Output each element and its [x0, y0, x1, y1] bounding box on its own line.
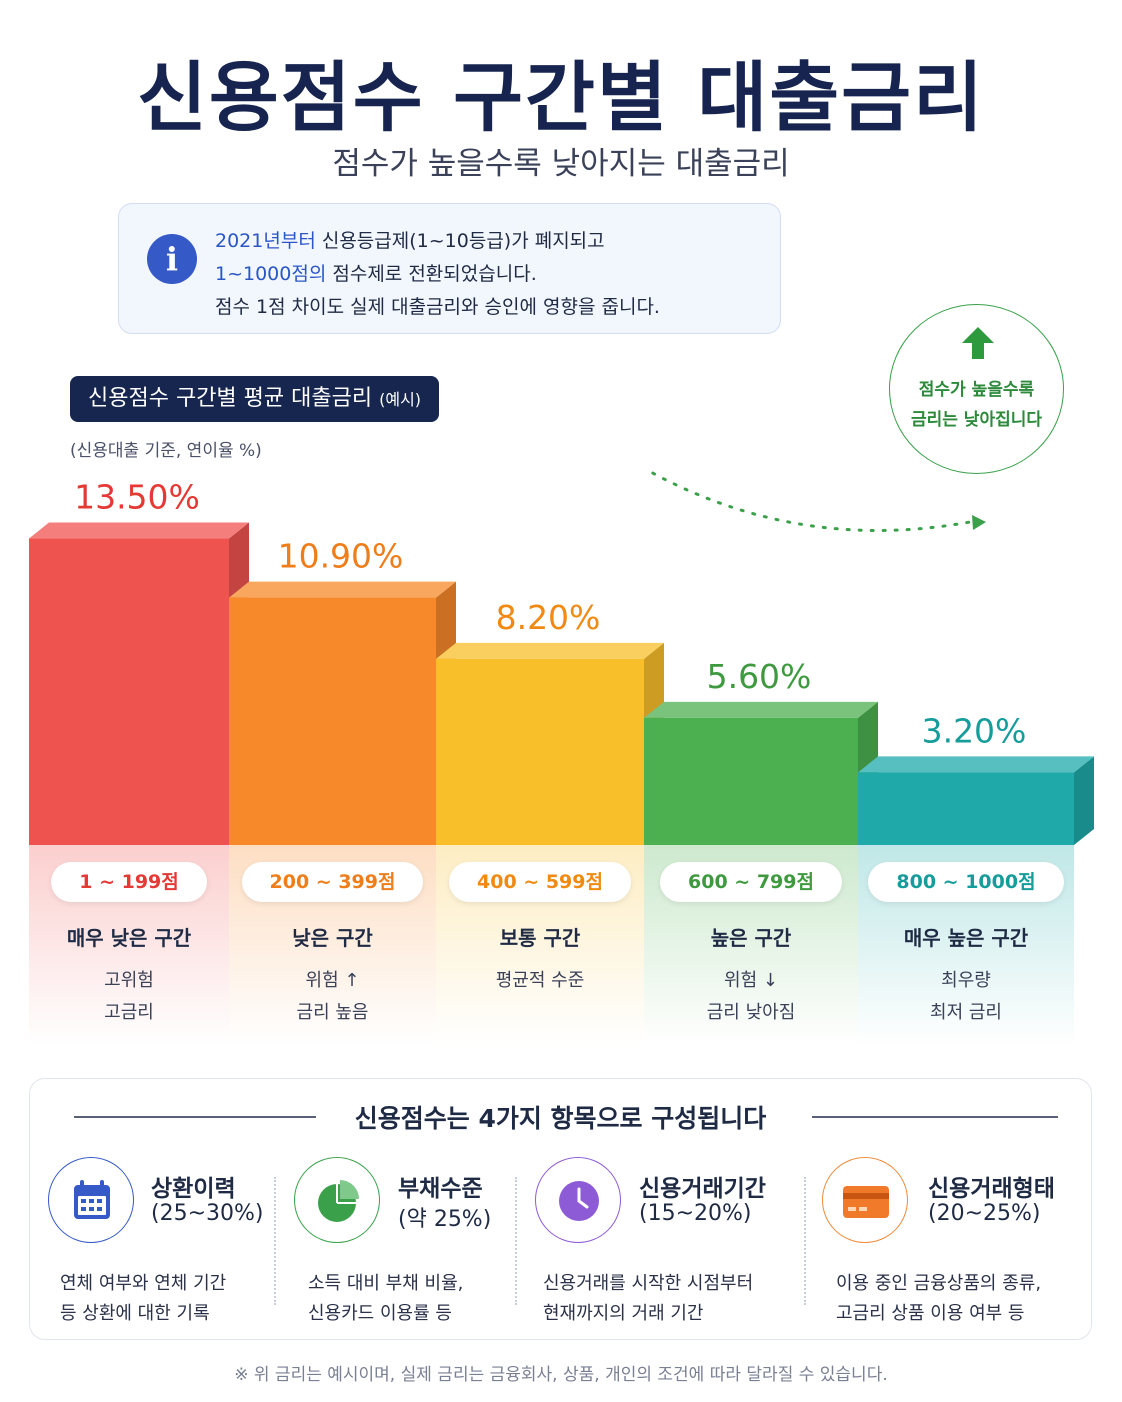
components-rule-right	[812, 1116, 1058, 1118]
bar-value-label-2: 8.20%	[496, 598, 601, 637]
score-level-desc-line: 고금리	[104, 1002, 154, 1023]
page-subtitle: 점수가 높을수록 낮아지는 대출금리	[332, 146, 790, 182]
bar-2	[436, 658, 644, 845]
clock-icon	[535, 1157, 621, 1243]
bar-value-label-0: 13.50%	[74, 478, 200, 517]
component-divider	[804, 1177, 806, 1305]
bar-value-label-3: 5.60%	[707, 657, 812, 696]
score-range-pill: 200 ~ 399점	[241, 862, 424, 902]
components-panel: 신용점수는 4가지 항목으로 구성됩니다 상환이력 (25~30%) 연체 여부…	[29, 1078, 1092, 1340]
trend-dotted-arrow	[644, 470, 972, 532]
score-range-pill: 1 ~ 199점	[51, 862, 207, 902]
component-name: 상환이력	[151, 1176, 236, 1202]
score-level-desc-line: 금리 낮아짐	[706, 1002, 796, 1023]
component-pct: (약 25%)	[398, 1207, 492, 1232]
component-pct: (25~30%)	[151, 1201, 264, 1226]
info-line-2: 1~1000점의 점수제로 전환되었습니다.	[215, 263, 537, 285]
page-title: 신용점수 구간별 대출금리	[136, 53, 986, 142]
score-level-name: 매우 높은 구간	[903, 926, 1029, 950]
bar-side-4	[1074, 756, 1094, 845]
trend-callout-line-2: 금리는 낮아집니다	[910, 410, 1043, 430]
components-rule-left	[74, 1116, 316, 1118]
component-name: 신용거래형태	[928, 1176, 1055, 1202]
score-level-desc-line: 최저 금리	[930, 1002, 1002, 1023]
bar-top-2	[436, 642, 664, 659]
score-level-desc-line: 위험 ↑	[305, 970, 360, 991]
score-range-pill: 800 ~ 1000점	[868, 862, 1064, 902]
bar-3	[644, 717, 858, 845]
score-level-name: 낮은 구간	[292, 926, 373, 950]
chart-section-badge: 신용점수 구간별 평균 대출금리 (예시)	[70, 376, 440, 422]
score-level-name: 보통 구간	[499, 926, 581, 950]
info-box: i 2021년부터 신용등급제(1~10등급)가 폐지되고 1~1000점의 점…	[118, 203, 781, 334]
bar-top-0	[29, 522, 249, 539]
component-desc: 신용거래를 시작한 시점부터 현재까지의 거래 기간	[543, 1273, 754, 1324]
bar-value-label-1: 10.90%	[278, 537, 404, 576]
score-level-desc-line: 최우량	[941, 970, 991, 991]
component-desc: 연체 여부와 연체 기간 등 상환에 대한 기록	[60, 1273, 227, 1324]
component-desc: 이용 중인 금융상품의 종류, 고금리 상품 이용 여부 등	[836, 1273, 1042, 1324]
arrow-up-icon	[962, 327, 994, 359]
info-icon: i	[147, 234, 197, 284]
component-divider	[274, 1177, 276, 1305]
calendar-icon	[48, 1157, 134, 1243]
component-desc: 소득 대비 부채 비율, 신용카드 이용률 등	[308, 1273, 464, 1324]
credit-card-icon	[822, 1157, 908, 1243]
bar-value-label-4: 3.20%	[922, 711, 1027, 750]
score-level-desc: 위험 ↑ 금리 높음	[229, 965, 436, 1029]
info-line-1: 2021년부터 신용등급제(1~10등급)가 폐지되고	[215, 230, 605, 252]
component-divider	[515, 1177, 517, 1305]
score-level-desc: 평균적 수준	[436, 965, 644, 997]
component-name: 신용거래기간	[639, 1176, 766, 1202]
score-level-desc-line: 위험 ↓	[724, 970, 778, 991]
trend-callout: 점수가 높을수록 금리는 낮아집니다	[889, 304, 1064, 474]
score-level-desc-line: 평균적 수준	[495, 970, 585, 991]
component-pct: (15~20%)	[639, 1201, 752, 1226]
component-pct: (20~25%)	[928, 1201, 1041, 1226]
trend-callout-line-1: 점수가 높을수록	[918, 380, 1035, 400]
score-range-pill: 600 ~ 799점	[660, 862, 842, 902]
footnote: ※ 위 금리는 예시이며, 실제 금리는 금융회사, 상품, 개인의 조건에 따…	[234, 1365, 888, 1385]
bar-top-3	[644, 701, 878, 718]
score-level-desc-line: 금리 높음	[296, 1002, 369, 1023]
score-level-name: 매우 낮은 구간	[66, 926, 192, 950]
score-level-name: 높은 구간	[710, 926, 792, 950]
score-range-pill: 400 ~ 599점	[449, 862, 631, 902]
pie-chart-icon	[294, 1157, 380, 1243]
bar-top-1	[229, 581, 456, 598]
chart-section-note: (신용대출 기준, 연이율 %)	[70, 441, 262, 461]
bar-top-4	[858, 756, 1094, 773]
bar-0	[29, 538, 229, 845]
bar-1	[229, 597, 436, 845]
bar-4	[858, 772, 1074, 845]
score-level-desc: 위험 ↓ 금리 낮아짐	[644, 965, 858, 1029]
components-title: 신용점수는 4가지 항목으로 구성됩니다	[354, 1104, 767, 1133]
score-level-desc-line: 고위험	[104, 970, 154, 991]
trend-arrow-head	[972, 515, 986, 530]
info-line-3: 점수 1점 차이도 실제 대출금리와 승인에 영향을 줍니다.	[215, 296, 660, 318]
component-name: 부채수준	[398, 1176, 483, 1202]
